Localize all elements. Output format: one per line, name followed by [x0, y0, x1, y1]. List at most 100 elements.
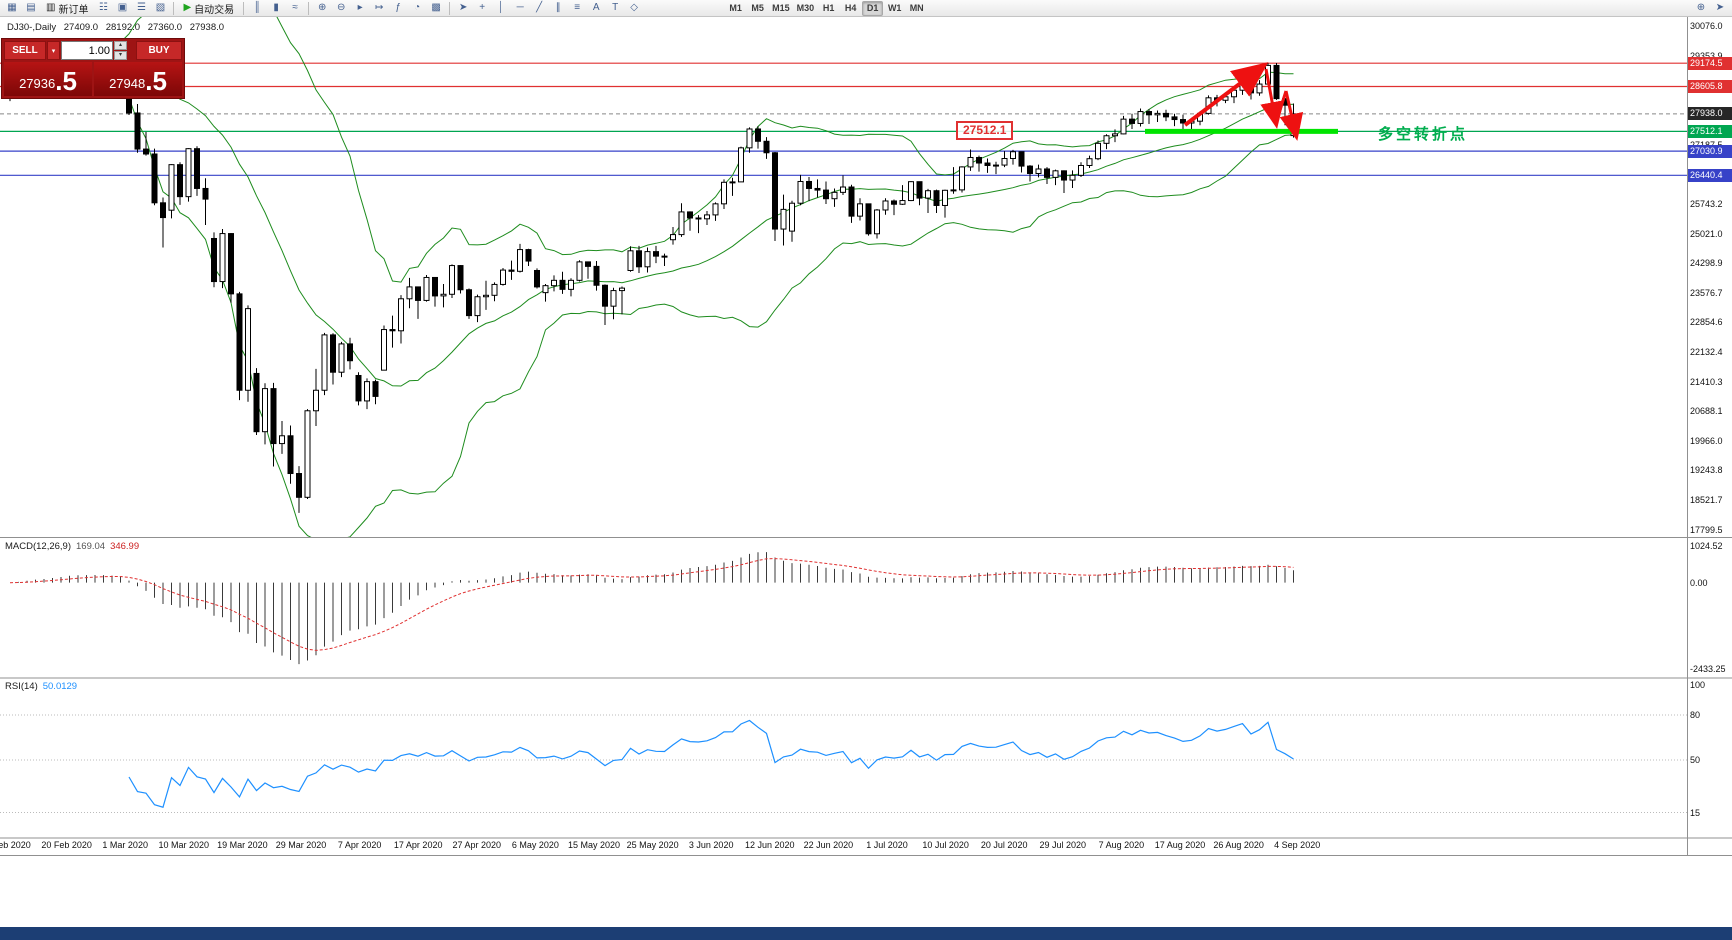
- profiles-icon: ▤: [26, 2, 36, 13]
- autotrading-button[interactable]: ▶ 自动交易: [178, 1, 239, 16]
- chart-shift-icon[interactable]: ↦: [370, 1, 388, 16]
- candle-body: [1248, 83, 1254, 94]
- autotrading-button-icon: ▶: [183, 2, 192, 13]
- turning-point-note[interactable]: 多空转折点: [1378, 126, 1469, 143]
- candle-body: [534, 269, 540, 288]
- market-watch-icon[interactable]: ☷: [94, 1, 112, 16]
- magnifier-icon[interactable]: ⊕: [1692, 1, 1710, 16]
- timeframe-h4[interactable]: H4: [844, 3, 857, 13]
- text-icon[interactable]: A: [587, 1, 605, 16]
- zoom-in-icon[interactable]: ⊕: [313, 1, 331, 16]
- trend-up-arrow[interactable]: [1183, 62, 1269, 127]
- candle-body: [644, 251, 651, 268]
- navigator-icon[interactable]: ☰: [132, 1, 150, 16]
- candle-body: [474, 296, 481, 317]
- drop-arrow-2[interactable]: [1279, 90, 1304, 141]
- candle-body: [253, 372, 260, 433]
- channel-icon[interactable]: ∥: [549, 1, 567, 16]
- new-chart-icon[interactable]: ▦: [3, 1, 21, 16]
- shapes-icon[interactable]: ◇: [625, 1, 643, 16]
- toolbar: ▦ ▤ ▥ 新订单 ☷ ▣ ☰ ▧ ▶ 自动交易 ║ ▮ ≈ ⊕ ⊖ ▸ ↦ ƒ ◔ ▩ ➤ + │ ─ ╱ ∥ ≡ A T ◇ M1 M5 M…: [0, 0, 1732, 17]
- market-watch-icon: ☷: [98, 2, 108, 13]
- candle-body: [916, 181, 923, 199]
- volume-dropdown-button[interactable]: ▾: [47, 41, 60, 60]
- rsi-value: 50.0129: [42, 681, 78, 692]
- terminal-icon[interactable]: ▧: [151, 1, 169, 16]
- templates-icon[interactable]: ▩: [427, 1, 445, 16]
- spin-down-icon[interactable]: ▾: [114, 51, 127, 60]
- candle-body: [925, 190, 931, 199]
- candle-body: [695, 217, 702, 220]
- profiles-icon[interactable]: ▤: [22, 1, 40, 16]
- chart-shift-icon: ↦: [374, 2, 384, 13]
- timeframe-m30[interactable]: M30: [796, 3, 815, 13]
- bar-chart-icon[interactable]: ║: [248, 1, 266, 16]
- label-icon[interactable]: T: [606, 1, 624, 16]
- chart-canvas[interactable]: [0, 17, 1732, 856]
- spin-up-icon[interactable]: ▴: [114, 41, 127, 50]
- candlestick-chart-icon[interactable]: ▮: [267, 1, 285, 16]
- pointer-icon[interactable]: ➤: [1711, 1, 1729, 16]
- sell-price-display[interactable]: 27936 .5: [4, 62, 92, 96]
- vertical-line-icon[interactable]: │: [492, 1, 510, 16]
- buy-price-display[interactable]: 27948 .5: [94, 62, 182, 96]
- date-label: 4 Sep 2020: [1274, 840, 1321, 850]
- cursor-icon: ➤: [458, 2, 468, 13]
- timeframe-d1[interactable]: D1: [862, 0, 884, 16]
- candle-body: [551, 279, 557, 287]
- candle-body: [364, 381, 370, 402]
- timeframe-m1[interactable]: M1: [729, 3, 742, 13]
- timeframe-h1[interactable]: H1: [822, 3, 835, 13]
- period-icon[interactable]: ◔: [408, 1, 426, 16]
- candle-body: [457, 265, 464, 291]
- candle-body: [245, 308, 251, 391]
- sell-button[interactable]: SELL: [4, 41, 46, 60]
- data-window-icon[interactable]: ▣: [113, 1, 131, 16]
- indicators-icon[interactable]: ƒ: [389, 1, 407, 16]
- timeframe-m5[interactable]: M5: [751, 3, 764, 13]
- cursor-icon[interactable]: ➤: [454, 1, 472, 16]
- candle-body: [1163, 112, 1169, 118]
- candle-body: [831, 191, 838, 200]
- candle-body: [797, 180, 804, 204]
- candle-body: [202, 187, 209, 200]
- candle-body: [449, 265, 455, 295]
- date-label: 7 Aug 2020: [1098, 840, 1145, 850]
- rsi-axis-label: 15: [1690, 807, 1701, 818]
- period-icon: ◔: [414, 2, 421, 13]
- fibonacci-icon[interactable]: ≡: [568, 1, 586, 16]
- auto-scroll-icon[interactable]: ▸: [351, 1, 369, 16]
- candle-body: [372, 381, 379, 397]
- timeframe-m15[interactable]: M15: [772, 3, 790, 13]
- candle-body: [270, 388, 277, 445]
- horizontal-line-icon[interactable]: ─: [511, 1, 529, 16]
- candle-body: [610, 290, 617, 307]
- macd-pane[interactable]: [9, 552, 1294, 665]
- crosshair-icon[interactable]: +: [473, 1, 491, 16]
- price-badge: 26440.4: [1688, 168, 1732, 182]
- main-pane[interactable]: [0, 17, 1687, 544]
- date-label: 29 Jul 2020: [1039, 840, 1087, 850]
- candle-body: [1052, 170, 1059, 178]
- date-label: 22 Jun 2020: [803, 840, 854, 850]
- line-chart-icon[interactable]: ≈: [286, 1, 304, 16]
- buy-button[interactable]: BUY: [136, 41, 182, 60]
- new-order-button[interactable]: ▥ 新订单: [41, 1, 93, 16]
- candle-body: [1018, 151, 1025, 167]
- price-callout[interactable]: 27512.1: [956, 121, 1014, 140]
- candle-body: [857, 203, 863, 217]
- volume-input[interactable]: [61, 41, 113, 60]
- zoom-out-icon[interactable]: ⊖: [332, 1, 350, 16]
- bollinger-lower: [9, 81, 1294, 537]
- candle-body: [823, 189, 829, 200]
- timeframe-mn[interactable]: MN: [909, 3, 924, 13]
- trendline-icon[interactable]: ╱: [530, 1, 548, 16]
- candle-body: [840, 186, 846, 193]
- timeframe-w1[interactable]: W1: [887, 3, 902, 13]
- drop-arrow-1[interactable]: [1260, 68, 1284, 129]
- close-value: 27938.0: [189, 22, 225, 33]
- rsi-axis-label: 80: [1690, 710, 1701, 720]
- date-label: 29 Mar 2020: [275, 840, 327, 850]
- date-label: 20 Feb 2020: [41, 840, 92, 850]
- rebound-line[interactable]: [1274, 90, 1288, 124]
